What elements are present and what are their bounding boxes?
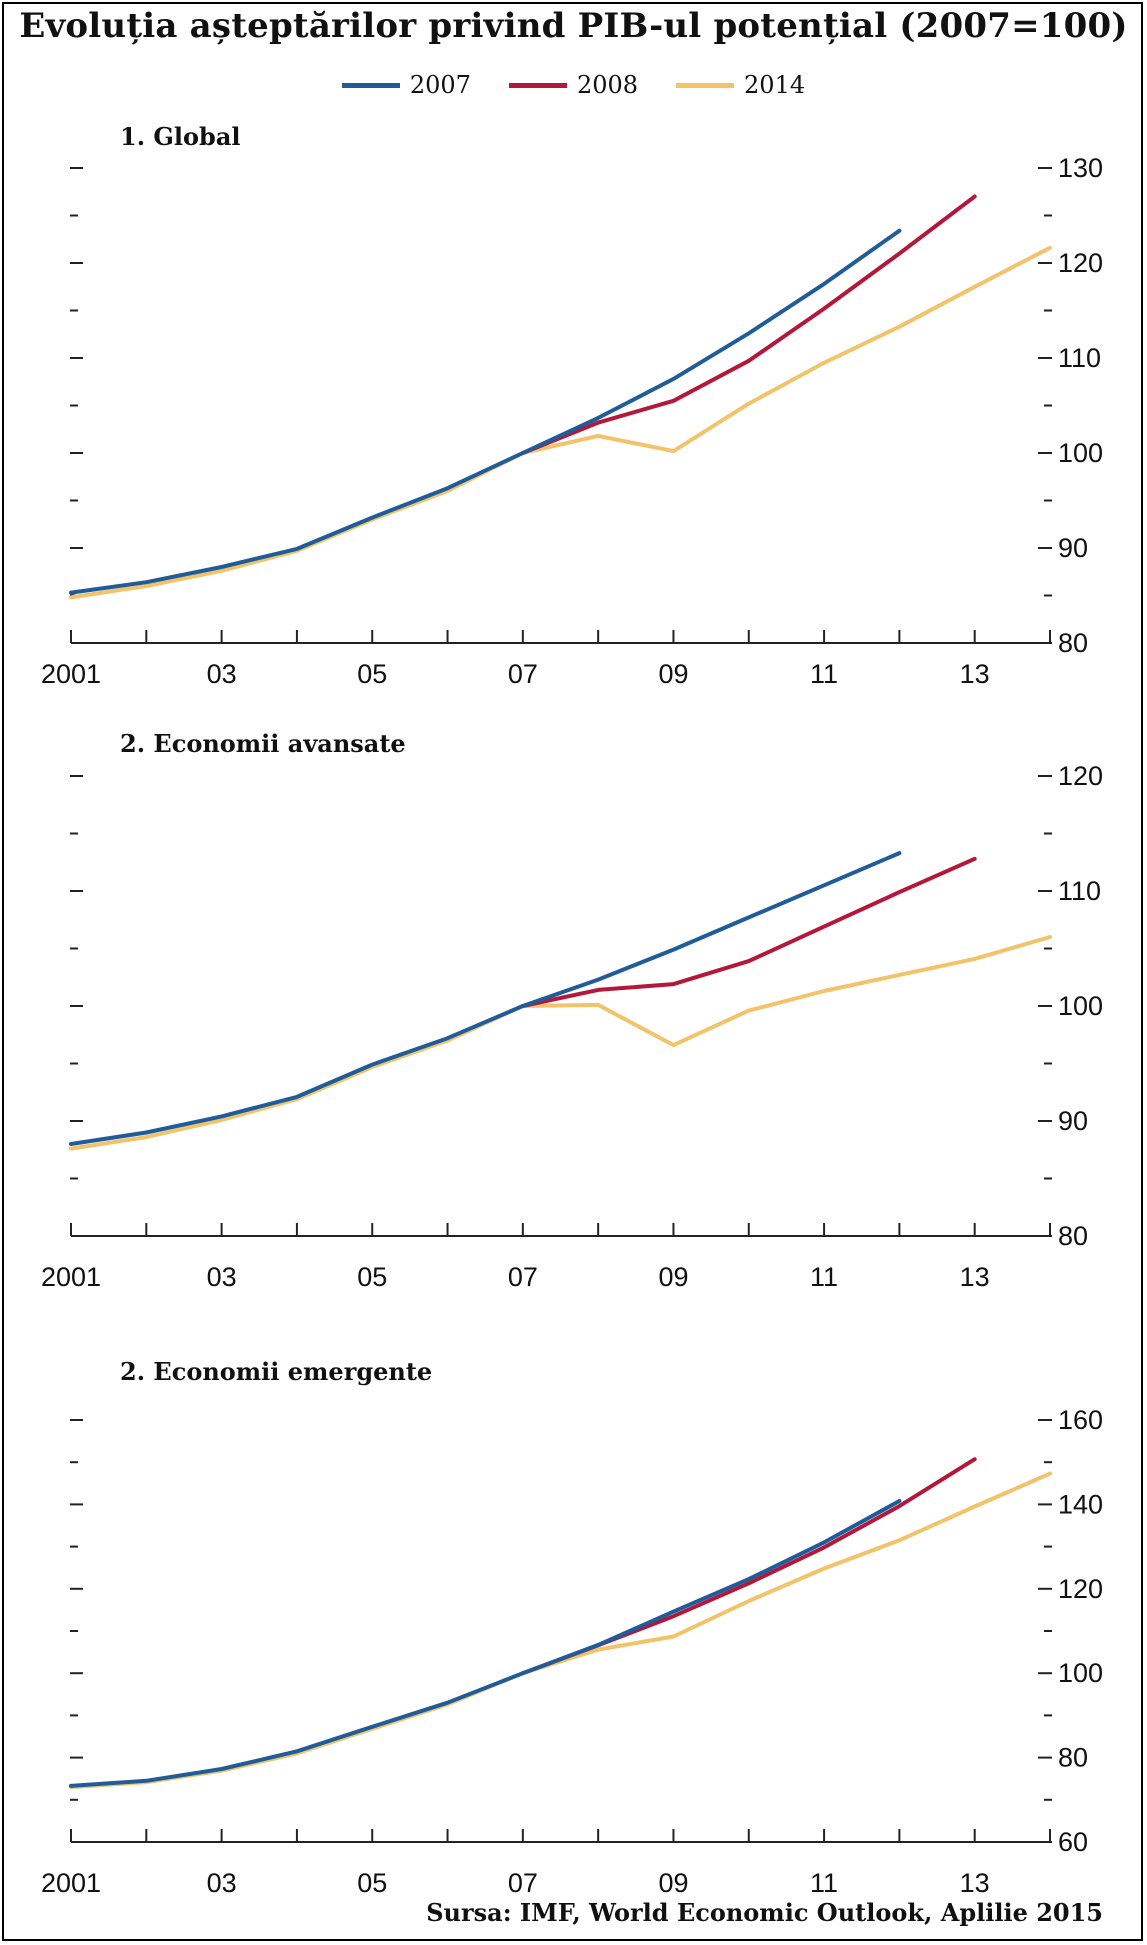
x-tick-label: 2001 xyxy=(41,1868,101,1898)
x-tick-label: 09 xyxy=(658,1868,688,1898)
panel-title: 1. Global xyxy=(120,122,240,151)
x-tick-label: 11 xyxy=(810,1262,838,1292)
panel-3: 2. Economii emergente 2001 03 05 07 09 11 13 60 8… xyxy=(41,1357,1103,1898)
y-tick-label: 100 xyxy=(1058,991,1103,1021)
panel-title: 2. Economii avansate xyxy=(120,729,406,758)
x-tick-label: 03 xyxy=(207,1868,237,1898)
y-tick-label: 80 xyxy=(1058,1221,1088,1251)
y-tick-label: 110 xyxy=(1058,876,1101,906)
y-tick-label: 110 xyxy=(1058,343,1101,373)
panel-1: 1. Global 2001 03 05 07 09 11 13 80 90 100 110 120 13… xyxy=(41,122,1103,689)
y-tick-label: 90 xyxy=(1058,533,1088,563)
x-tick-label: 05 xyxy=(357,1868,387,1898)
x-tick-label: 2001 xyxy=(41,659,101,689)
y-tick-label: 130 xyxy=(1058,153,1103,183)
x-tick-label: 13 xyxy=(960,1868,990,1898)
y-tick-label: 160 xyxy=(1058,1405,1103,1435)
x-tick-label: 05 xyxy=(357,1262,387,1292)
y-tick-label: 80 xyxy=(1058,628,1088,658)
x-tick-label: 11 xyxy=(810,1868,838,1898)
x-tick-label: 05 xyxy=(357,659,387,689)
panel-title: 2. Economii emergente xyxy=(120,1357,432,1386)
x-tick-label: 07 xyxy=(508,659,538,689)
y-tick-label: 60 xyxy=(1058,1827,1088,1857)
source-note: Sursa: IMF, World Economic Outlook, Apli… xyxy=(426,1898,1103,1927)
y-tick-label: 100 xyxy=(1058,438,1103,468)
y-tick-label: 120 xyxy=(1058,1574,1103,1604)
x-tick-label: 13 xyxy=(960,659,990,689)
legend-label-2014: 2014 xyxy=(744,71,806,99)
x-tick-label: 11 xyxy=(810,659,838,689)
x-tick-label: 09 xyxy=(658,659,688,689)
y-tick-label: 120 xyxy=(1058,248,1103,278)
x-tick-label: 03 xyxy=(207,1262,237,1292)
series-line-2008 xyxy=(520,194,977,455)
series-line-2014 xyxy=(69,935,1052,1151)
series-line-2008 xyxy=(520,856,977,1008)
x-tick-label: 13 xyxy=(960,1262,990,1292)
x-tick-label: 03 xyxy=(207,659,237,689)
series-line-2007 xyxy=(69,851,902,1146)
series-line-2014 xyxy=(69,245,1052,600)
x-tick-label: 07 xyxy=(508,1868,538,1898)
legend-swatch-2007 xyxy=(341,82,400,88)
legend: 2007 2008 2014 xyxy=(0,70,1147,100)
legend-item-2014: 2014 xyxy=(676,71,805,99)
series-line-2014 xyxy=(69,1471,1052,1790)
x-tick-label: 2001 xyxy=(41,1262,101,1292)
legend-label-2008: 2008 xyxy=(576,71,639,99)
series-line-2008 xyxy=(520,1457,977,1676)
legend-swatch-2014 xyxy=(676,82,735,88)
legend-item-2007: 2007 xyxy=(341,71,471,99)
series-line-2007 xyxy=(69,228,902,595)
y-tick-label: 90 xyxy=(1058,1106,1088,1136)
y-tick-label: 140 xyxy=(1058,1489,1103,1519)
x-tick-label: 07 xyxy=(508,1262,538,1292)
y-tick-label: 120 xyxy=(1058,761,1103,791)
legend-swatch-2008 xyxy=(508,82,567,88)
y-tick-label: 100 xyxy=(1058,1658,1103,1688)
series-line-2007 xyxy=(69,1499,902,1788)
y-tick-label: 80 xyxy=(1058,1743,1088,1773)
legend-item-2008: 2008 xyxy=(508,71,639,99)
x-tick-label: 09 xyxy=(658,1262,688,1292)
panel-2: 2. Economii avansate 2001 03 05 07 09 11 13 80 90… xyxy=(41,729,1103,1292)
figure-title: Evoluția așteptărilor privind PIB-ul pot… xyxy=(19,6,1128,46)
legend-label-2007: 2007 xyxy=(409,71,471,99)
